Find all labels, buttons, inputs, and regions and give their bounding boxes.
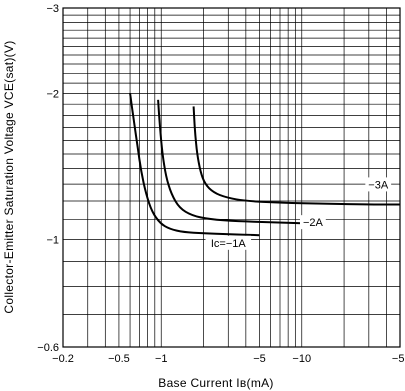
curve-series-3 (192, 106, 400, 206)
curve-labels: Ic=−1A −2A −3A (205, 177, 392, 250)
y-tick-labels: −0.6 −1 −2 −3 (37, 3, 59, 354)
y-tick-label: −2 (46, 88, 59, 100)
curve-label-2: −2A (303, 217, 324, 229)
x-axis-title: Base Current Iв(mA) (158, 376, 273, 390)
x-tick-label: −0.5 (108, 353, 130, 365)
x-tick-label: −0.2 (52, 353, 74, 365)
x-tick-label: −1 (155, 353, 168, 365)
x-tick-label: −5 (253, 353, 266, 365)
curve-series-1 (129, 93, 260, 237)
y-tick-label: −3 (46, 3, 59, 15)
x-tick-label: −10 (292, 353, 311, 365)
curves (129, 93, 400, 237)
curve-label-bg (205, 235, 252, 250)
x-tick-labels: −0.2 −0.5 −1 −5 −10 −5( (52, 353, 405, 365)
y-axis-title: Collector-Emitter Saturation Voltage VCE… (2, 40, 16, 313)
grid (63, 8, 400, 347)
curve-label-3: −3A (368, 179, 389, 191)
curve-label-bg (365, 177, 392, 192)
curve-label-1: Ic=−1A (211, 238, 247, 250)
y-tick-label: −1 (46, 234, 59, 246)
curve-series-2 (157, 99, 302, 225)
curve-label-bg (299, 215, 326, 230)
y-tick-label: −0.6 (37, 342, 59, 354)
plot-frame (62, 7, 401, 348)
x-tick-label: −5( (392, 353, 405, 365)
